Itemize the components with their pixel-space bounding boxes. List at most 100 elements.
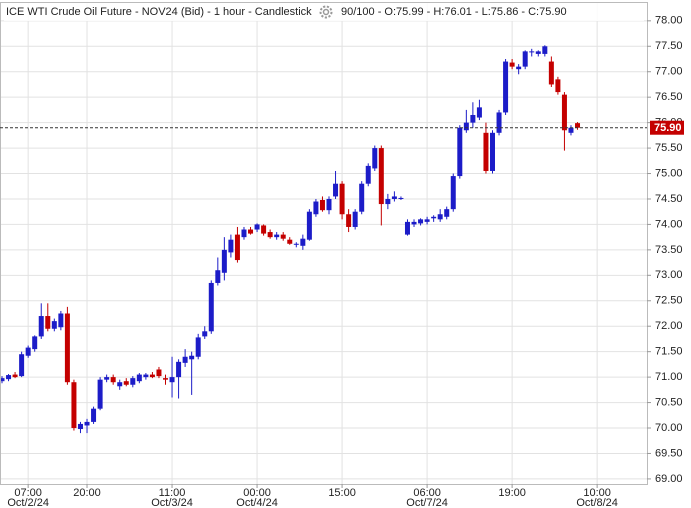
candle-body <box>97 379 103 409</box>
candle-body <box>77 423 83 430</box>
x-tick-date: Oct/4/24 <box>236 497 278 508</box>
x-tick-label: 07:00 <box>14 487 42 499</box>
candle-body <box>490 132 495 171</box>
x-tick-label: 10:00 <box>583 487 611 499</box>
candle-body <box>542 46 548 54</box>
candle-body <box>561 94 567 131</box>
candle-body <box>25 347 31 356</box>
y-tick-label: 72.50 <box>655 295 683 307</box>
grid <box>0 2 647 484</box>
y-tick-label: 73.00 <box>655 269 683 281</box>
candle-body <box>221 249 227 273</box>
candle-body <box>385 198 391 205</box>
candle-body <box>444 209 450 217</box>
y-tick-label: 76.50 <box>655 91 683 103</box>
candle-body <box>313 201 319 215</box>
candle-body <box>280 234 286 239</box>
candle-body <box>463 122 469 131</box>
candle-body <box>404 221 410 235</box>
x-tick-date: Oct/7/24 <box>406 497 448 508</box>
candle-body <box>51 321 57 329</box>
candle-body <box>208 282 214 332</box>
candle-body <box>457 127 463 177</box>
candle-body <box>12 374 18 378</box>
y-tick-label: 72.00 <box>655 320 683 332</box>
candle-body <box>156 369 162 377</box>
candle-body <box>215 270 221 283</box>
y-tick-label: 78.00 <box>655 15 683 27</box>
y-tick-label: 69.00 <box>655 473 683 485</box>
y-tick-label: 75.50 <box>655 142 683 154</box>
candle-body <box>104 377 110 380</box>
candle-body <box>365 165 371 184</box>
candle-body <box>149 374 155 378</box>
candle-body <box>575 123 581 128</box>
candle-body <box>555 79 561 93</box>
settings-icon[interactable] <box>319 5 333 19</box>
candle-body <box>117 382 123 387</box>
x-tick-label: 15:00 <box>328 487 356 499</box>
chart-title: ICE WTI Crude Oil Future - NOV24 (Bid) -… <box>6 6 312 18</box>
candle-body <box>346 214 352 227</box>
y-tick-label: 69.50 <box>655 447 683 459</box>
axes: 69.00 69.50 70.00 70.50 71.00 71.50 72.00 72.50… <box>0 15 684 508</box>
x-tick-label: 06:00 <box>413 487 441 499</box>
y-tick-label: 73.50 <box>655 244 683 256</box>
candle-body <box>411 221 417 225</box>
candle-body <box>306 211 312 240</box>
candle-body <box>130 378 136 385</box>
candle-body <box>136 374 142 382</box>
candle-body <box>254 224 260 230</box>
candle-body <box>333 183 339 197</box>
candle-body <box>470 114 476 123</box>
y-tick-label: 74.00 <box>655 218 683 230</box>
ohlc-info: 90/100 - O:75.99 - H:76.01 - L:75.86 - C… <box>341 6 567 18</box>
candle-body <box>418 219 424 224</box>
candle-body <box>476 107 482 118</box>
candle-body <box>176 361 182 378</box>
candle-body <box>45 316 51 329</box>
candle-body <box>84 421 90 426</box>
candle-body <box>535 51 541 54</box>
candle-body <box>319 199 325 211</box>
candle-body <box>64 313 70 383</box>
candle-body <box>378 148 384 205</box>
candle-body <box>38 316 44 337</box>
candle-body <box>516 66 522 70</box>
candle-body <box>195 337 201 357</box>
y-tick-label: 71.00 <box>655 371 683 383</box>
candle-body <box>6 375 12 380</box>
candle-body <box>189 355 195 360</box>
y-tick-label: 74.50 <box>655 193 683 205</box>
candle-body <box>372 148 378 169</box>
candle-body <box>267 232 273 238</box>
candle-body <box>398 197 404 199</box>
candle-body <box>0 378 5 382</box>
candle-body <box>300 238 306 246</box>
candle-body <box>143 374 149 378</box>
last-price-box <box>650 120 684 135</box>
candle-body <box>503 61 509 113</box>
candle-body <box>228 239 234 253</box>
candle-body <box>163 378 168 380</box>
candle-body <box>391 196 397 199</box>
candle-body <box>339 183 345 215</box>
candle-body <box>19 354 25 377</box>
candles <box>0 45 581 434</box>
candle-body <box>509 62 515 67</box>
plot-border <box>0 2 648 485</box>
candle-body <box>496 112 502 133</box>
x-tick-label: 00:00 <box>243 487 271 499</box>
candle-body <box>529 51 535 53</box>
y-tick-label: 77.50 <box>655 40 683 52</box>
y-tick-label: 77.00 <box>655 66 683 78</box>
candle-body <box>431 216 437 219</box>
candle-body <box>293 243 299 245</box>
candle-body <box>71 382 77 429</box>
candle-body <box>424 219 430 222</box>
candle-body <box>182 356 188 363</box>
candle-body <box>241 229 247 238</box>
x-tick-label: 20:00 <box>73 487 101 499</box>
